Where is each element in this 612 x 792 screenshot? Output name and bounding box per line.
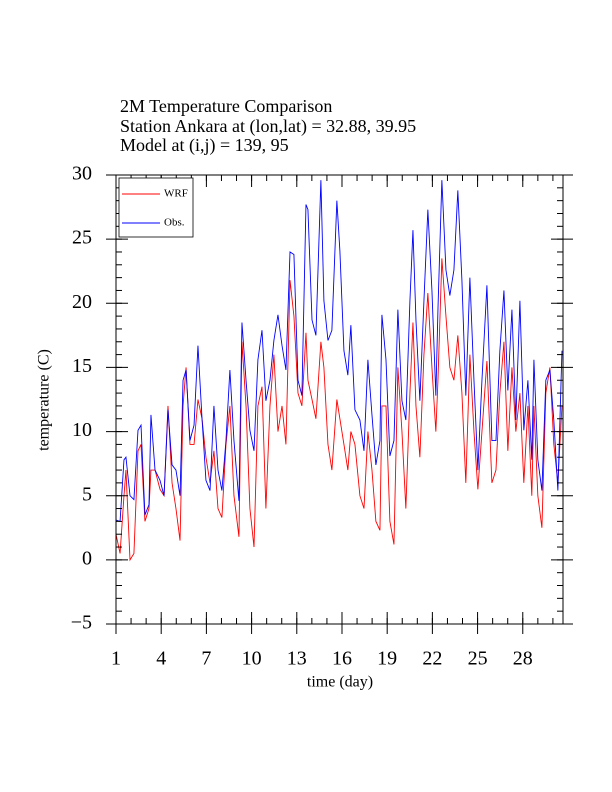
legend-label: Obs.: [164, 217, 185, 229]
x-tick-label: 19: [377, 648, 397, 670]
x-tick-label: 28: [513, 648, 533, 670]
y-tick-label: 20: [72, 291, 92, 313]
legend-box: [118, 177, 194, 238]
x-tick-label: 7: [201, 648, 211, 670]
chart-title: Station Ankara at (lon,lat) = 32.88, 39.…: [120, 116, 416, 137]
x-axis-label: time (day): [307, 674, 373, 691]
x-tick-label: 25: [468, 648, 488, 670]
y-tick-label: 15: [72, 355, 92, 377]
x-tick-label: 10: [242, 648, 262, 670]
y-tick-label: 25: [72, 227, 92, 249]
x-tick-label: 1: [111, 648, 121, 670]
y-tick-label: 5: [82, 483, 92, 505]
chart-title: Model at (i,j) = 139, 95: [120, 135, 289, 156]
x-tick-label: 16: [332, 648, 352, 670]
y-tick-label: 10: [72, 419, 92, 441]
legend-label: WRF: [164, 188, 188, 200]
x-tick-label: 4: [156, 648, 166, 670]
y-tick-label: 30: [72, 163, 92, 185]
y-axis-label: temperature (C): [36, 349, 53, 451]
chart-title: 2M Temperature Comparison: [120, 96, 332, 116]
plot-frame: [115, 174, 564, 625]
y-tick-label: −5: [71, 612, 92, 634]
data-line: [115, 180, 563, 522]
y-tick-label: 0: [82, 547, 92, 569]
x-tick-label: 13: [287, 648, 307, 670]
x-tick-label: 22: [422, 648, 442, 670]
plot-area: [115, 180, 563, 562]
